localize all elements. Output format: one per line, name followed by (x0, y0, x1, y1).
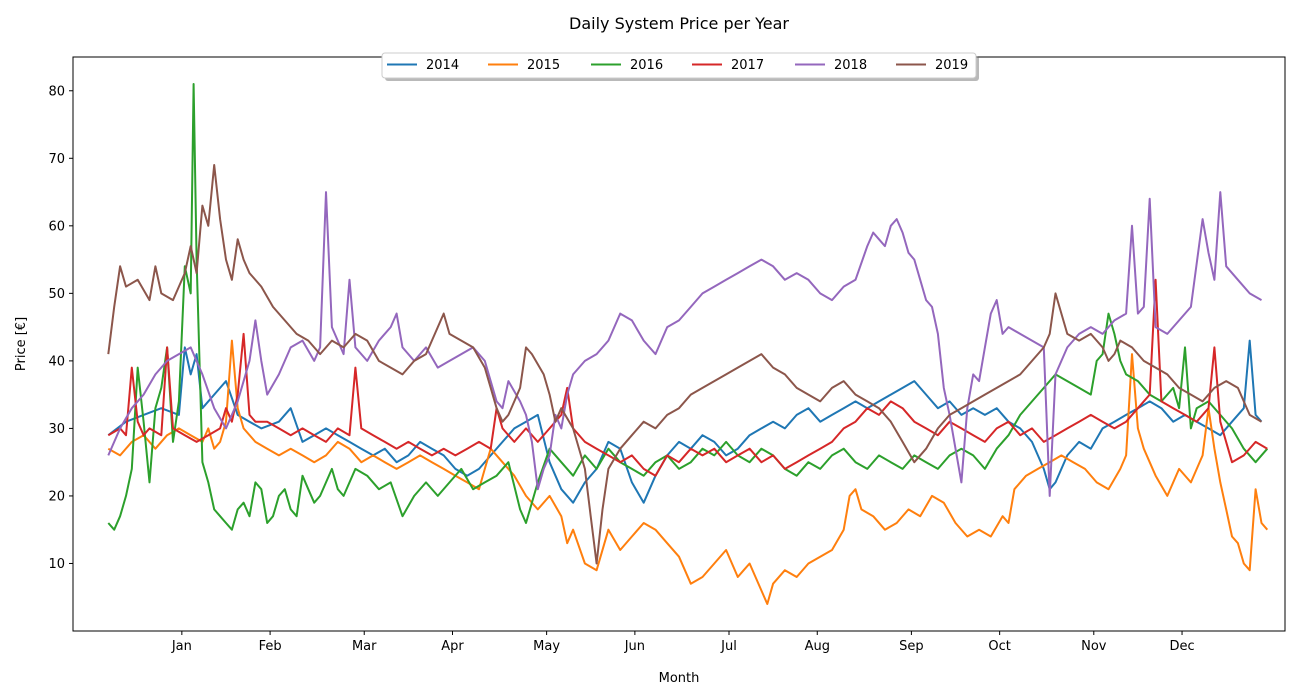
x-tick-label: Aug (805, 639, 830, 654)
x-tick-label: Feb (259, 639, 282, 654)
x-axis: Jan Feb Mar Apr May Jun Jul Aug Sep Oct Nov Dec (171, 631, 1195, 654)
x-tick-label: May (533, 639, 560, 654)
x-tick-label: Mar (352, 639, 377, 654)
y-tick-label: 50 (48, 287, 65, 302)
legend-items: 2014 2015 2016 2017 2018 2019 (387, 58, 968, 73)
y-tick-label: 20 (48, 489, 65, 504)
series-line-2014 (107, 339, 1263, 504)
legend-box (381, 52, 977, 79)
x-tick-label: Jan (171, 639, 192, 654)
y-tick-label: 60 (48, 219, 65, 234)
x-tick-label: Jun (624, 639, 645, 654)
x-tick-label: Jul (720, 639, 737, 654)
legend-label-2016: 2016 (630, 58, 663, 73)
x-tick-label: Oct (988, 639, 1010, 654)
legend-label-2018: 2018 (834, 58, 867, 73)
series-line-2016 (107, 83, 1269, 531)
x-tick-label: Apr (441, 639, 464, 654)
legend-label-2014: 2014 (426, 58, 459, 73)
series-line-2018 (107, 191, 1262, 497)
legend: 2014 2015 2016 2017 2018 2019 (381, 52, 979, 81)
x-tick-label: Dec (1169, 639, 1194, 654)
y-axis-title: Price [€] (14, 317, 29, 371)
series-line-2015 (107, 339, 1269, 605)
x-tick-label: Nov (1081, 639, 1107, 654)
y-tick-label: 10 (48, 557, 65, 572)
series-layer (107, 83, 1269, 605)
legend-label-2019: 2019 (935, 58, 968, 73)
series-line-2019 (107, 164, 1262, 565)
y-axis: 10 20 30 40 50 60 70 80 (48, 84, 73, 572)
chart-title: Daily System Price per Year (569, 14, 789, 33)
y-tick-label: 80 (48, 84, 65, 99)
y-tick-label: 70 (48, 152, 65, 167)
y-tick-label: 30 (48, 422, 65, 437)
legend-label-2015: 2015 (527, 58, 560, 73)
legend-label-2017: 2017 (731, 58, 764, 73)
series-line-2017 (107, 278, 1268, 477)
x-tick-label: Sep (899, 639, 924, 654)
x-axis-title: Month (659, 671, 700, 686)
y-tick-label: 40 (48, 354, 65, 369)
